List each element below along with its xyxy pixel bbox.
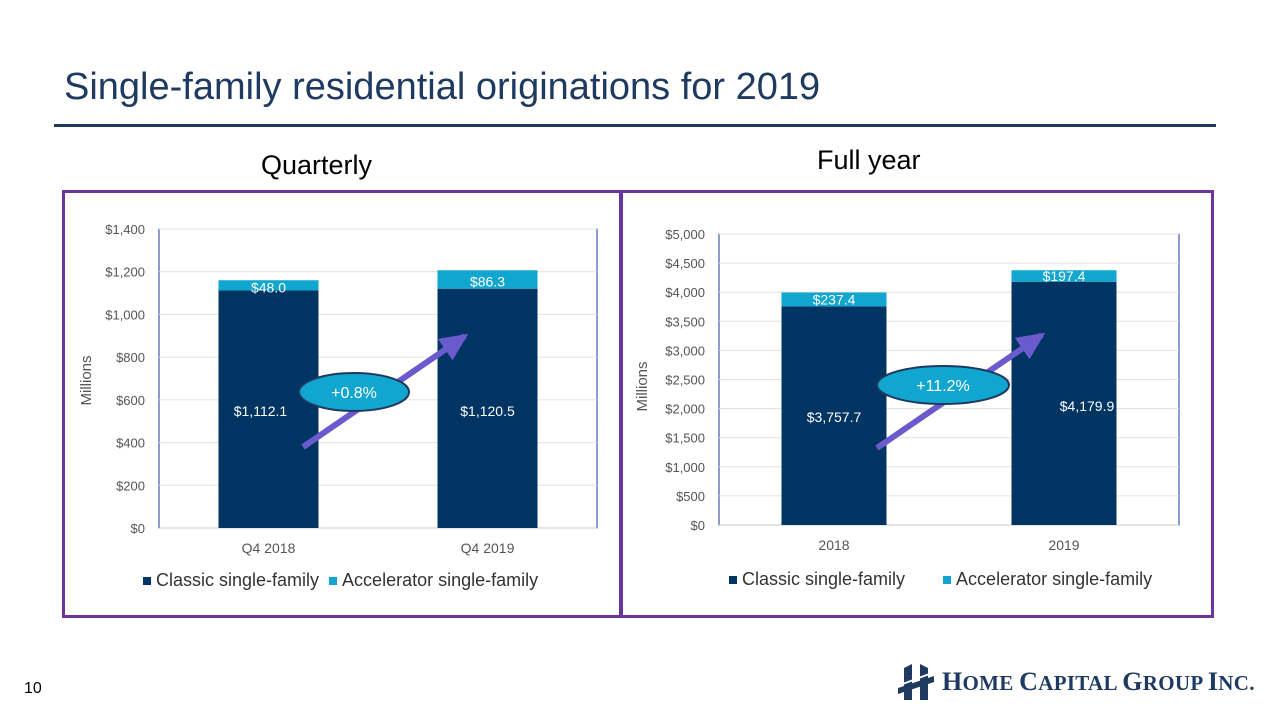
y-tick-label: $5,000 xyxy=(665,227,705,242)
bar-accelerator xyxy=(781,292,887,307)
y-tick-label: $0 xyxy=(131,521,145,536)
y-tick-label: $1,400 xyxy=(105,222,145,237)
legend-label-classic: Classic single-family xyxy=(742,569,906,589)
legend-swatch-classic xyxy=(143,576,151,585)
full-year-chart: $0 $500 $1,000 $1,500 $2,000 $2,500 $3,000 $3,5… xyxy=(634,227,1180,553)
page-number: 10 xyxy=(24,680,42,697)
y-tick-label: $3,000 xyxy=(665,343,705,358)
data-label-classic: $1,112.1 xyxy=(234,403,288,419)
y-tick-label: $4,500 xyxy=(665,256,705,271)
data-label-accelerator: $237.4 xyxy=(813,291,856,307)
y-tick-label: $800 xyxy=(116,350,145,365)
data-label-accelerator: $197.4 xyxy=(1043,268,1086,284)
y-tick-label: $1,000 xyxy=(105,307,145,322)
legend-swatch-classic xyxy=(729,575,737,584)
quarterly-chart-panel: $0 $200 $400 $600 $800 $1,000 $1,200 $1,400 Mill… xyxy=(62,190,622,618)
legend-item-accelerator: Accelerator single-family xyxy=(329,570,538,591)
growth-percentage: +11.2% xyxy=(916,378,970,395)
y-tick-label: $1,000 xyxy=(665,460,705,475)
full-year-legend: Classic single-family Accelerator single… xyxy=(729,569,1162,590)
legend-swatch-accelerator xyxy=(943,575,952,584)
y-tick-label: $1,200 xyxy=(105,265,145,280)
legend-label-accelerator: Accelerator single-family xyxy=(956,569,1153,589)
data-label-accelerator: $48.0 xyxy=(251,279,286,295)
logo-h-icon xyxy=(898,664,934,700)
bar-classic xyxy=(437,288,538,528)
company-logo: HOME CAPITAL GROUP INC. xyxy=(896,662,1255,702)
y-tick-label: $600 xyxy=(116,393,145,408)
legend-item-classic: Classic single-family xyxy=(143,570,319,591)
y-axis-label: Millions xyxy=(634,361,651,411)
y-tick-label: $400 xyxy=(116,436,145,451)
legend-swatch-accelerator xyxy=(329,576,338,585)
y-tick-label: $3,500 xyxy=(665,314,705,329)
logo-wordmark: HOME CAPITAL GROUP INC. xyxy=(942,667,1255,696)
data-label-classic: $3,757.7 xyxy=(807,409,862,425)
data-label-classic: $1,120.5 xyxy=(460,403,515,419)
legend-item-accelerator: Accelerator single-family xyxy=(943,569,1152,590)
bar-accelerator xyxy=(1011,270,1117,282)
slide-title: Single-family residential originations f… xyxy=(64,66,821,108)
bar-classic xyxy=(781,306,887,525)
legend-item-classic: Classic single-family xyxy=(729,569,905,590)
full-year-chart-panel: $0 $500 $1,000 $1,500 $2,000 $2,500 $3,000 $3,5… xyxy=(620,190,1214,618)
growth-arrow-head-icon xyxy=(437,333,469,361)
bar-classic xyxy=(218,290,319,528)
bar-classic xyxy=(1011,281,1117,525)
y-tick-label: $4,000 xyxy=(665,285,705,300)
data-label-classic: $4,179.9 xyxy=(1060,398,1115,414)
y-tick-label: $2,000 xyxy=(665,402,705,417)
bar-accelerator xyxy=(218,280,319,291)
quarterly-section-title: Quarterly xyxy=(261,150,373,180)
y-tick-label: $0 xyxy=(691,518,705,533)
growth-badge xyxy=(876,365,1010,405)
y-tick-label: $2,500 xyxy=(665,373,705,388)
x-tick-label: 2019 xyxy=(1048,537,1079,553)
bar-accelerator xyxy=(437,270,538,289)
data-label-accelerator: $86.3 xyxy=(470,273,505,289)
y-tick-label: $200 xyxy=(116,478,145,493)
title-divider xyxy=(54,124,1216,127)
quarterly-legend: Classic single-family Accelerator single… xyxy=(143,570,548,591)
x-tick-label: Q4 2019 xyxy=(461,540,515,556)
growth-arrow-head-icon xyxy=(1014,332,1046,360)
legend-label-classic: Classic single-family xyxy=(156,570,320,590)
x-tick-label: Q4 2018 xyxy=(242,540,296,556)
full-year-section-title: Full year xyxy=(817,145,921,175)
legend-label-accelerator: Accelerator single-family xyxy=(342,570,539,590)
quarterly-chart: $0 $200 $400 $600 $800 $1,000 $1,200 $1,400 Mill… xyxy=(78,222,598,556)
y-axis-label: Millions xyxy=(78,355,95,405)
x-tick-label: 2018 xyxy=(818,537,849,553)
y-tick-label: $500 xyxy=(676,489,705,504)
y-tick-label: $1,500 xyxy=(665,431,705,446)
growth-badge xyxy=(298,372,410,412)
growth-percentage: +0.8% xyxy=(331,385,377,402)
